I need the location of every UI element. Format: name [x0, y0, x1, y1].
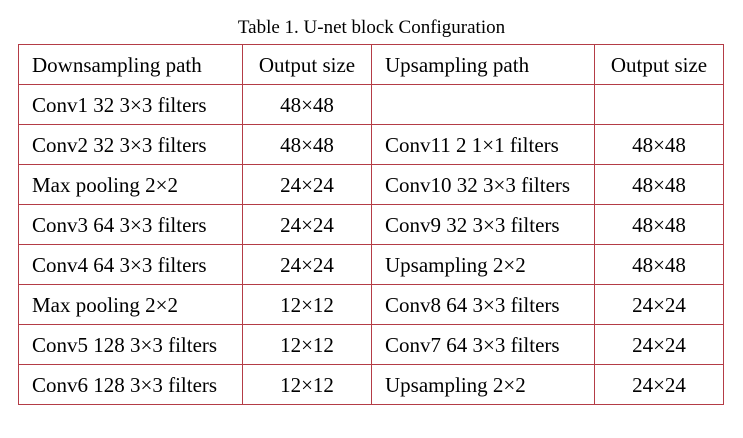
downsampling-layer-cell: Conv2 32 3×3 filters	[18, 124, 243, 165]
upsampling-layer-cell: Conv7 64 3×3 filters	[371, 324, 595, 365]
downsampling-size-cell: 12×12	[242, 324, 372, 365]
upsampling-layer-cell: Conv10 32 3×3 filters	[371, 164, 595, 205]
header-row: Downsampling path Output size Upsampling…	[18, 44, 724, 85]
downsampling-size-cell: 12×12	[242, 364, 372, 405]
upsampling-size-cell: 48×48	[594, 124, 724, 165]
upsampling-size-cell: 48×48	[594, 244, 724, 285]
upsampling-layer-cell: Upsampling 2×2	[371, 244, 595, 285]
table-row: Max pooling 2×2 24×24 Conv10 32 3×3 filt…	[18, 164, 724, 205]
downsampling-layer-cell: Conv5 128 3×3 filters	[18, 324, 243, 365]
header-upsampling-path: Upsampling path	[371, 44, 595, 85]
header-output-size-up: Output size	[594, 44, 724, 85]
table-row: Conv1 32 3×3 filters 48×48	[18, 84, 724, 125]
downsampling-size-cell: 24×24	[242, 204, 372, 245]
upsampling-size-cell	[594, 84, 724, 125]
downsampling-size-cell: 48×48	[242, 124, 372, 165]
downsampling-size-cell: 24×24	[242, 244, 372, 285]
table-header: Downsampling path Output size Upsampling…	[18, 44, 724, 85]
downsampling-layer-cell: Max pooling 2×2	[18, 284, 243, 325]
upsampling-size-cell: 24×24	[594, 324, 724, 365]
table-row: Conv5 128 3×3 filters 12×12 Conv7 64 3×3…	[18, 324, 724, 365]
upsampling-size-cell: 48×48	[594, 204, 724, 245]
table-caption: Table 1. U-net block Configuration	[237, 17, 506, 38]
header-output-size-down: Output size	[242, 44, 372, 85]
unet-config-table: Downsampling path Output size Upsampling…	[18, 44, 724, 405]
downsampling-layer-cell: Max pooling 2×2	[18, 164, 243, 205]
upsampling-layer-cell: Conv8 64 3×3 filters	[371, 284, 595, 325]
upsampling-layer-cell: Conv9 32 3×3 filters	[371, 204, 595, 245]
downsampling-layer-cell: Conv3 64 3×3 filters	[18, 204, 243, 245]
downsampling-size-cell: 12×12	[242, 284, 372, 325]
header-downsampling-path: Downsampling path	[18, 44, 243, 85]
table-row: Conv3 64 3×3 filters 24×24 Conv9 32 3×3 …	[18, 204, 724, 245]
downsampling-layer-cell: Conv6 128 3×3 filters	[18, 364, 243, 405]
table-row: Conv2 32 3×3 filters 48×48 Conv11 2 1×1 …	[18, 124, 724, 165]
upsampling-layer-cell	[371, 84, 595, 125]
upsampling-size-cell: 48×48	[594, 164, 724, 205]
upsampling-layer-cell: Conv11 2 1×1 filters	[371, 124, 595, 165]
downsampling-size-cell: 24×24	[242, 164, 372, 205]
upsampling-layer-cell: Upsampling 2×2	[371, 364, 595, 405]
upsampling-size-cell: 24×24	[594, 364, 724, 405]
downsampling-layer-cell: Conv1 32 3×3 filters	[18, 84, 243, 125]
table-row: Conv4 64 3×3 filters 24×24 Upsampling 2×…	[18, 244, 724, 285]
downsampling-layer-cell: Conv4 64 3×3 filters	[18, 244, 243, 285]
table-row: Max pooling 2×2 12×12 Conv8 64 3×3 filte…	[18, 284, 724, 325]
table-row: Conv6 128 3×3 filters 12×12 Upsampling 2…	[18, 364, 724, 405]
downsampling-size-cell: 48×48	[242, 84, 372, 125]
table-body: Conv1 32 3×3 filters 48×48 Conv2 32 3×3 …	[18, 84, 724, 405]
upsampling-size-cell: 24×24	[594, 284, 724, 325]
